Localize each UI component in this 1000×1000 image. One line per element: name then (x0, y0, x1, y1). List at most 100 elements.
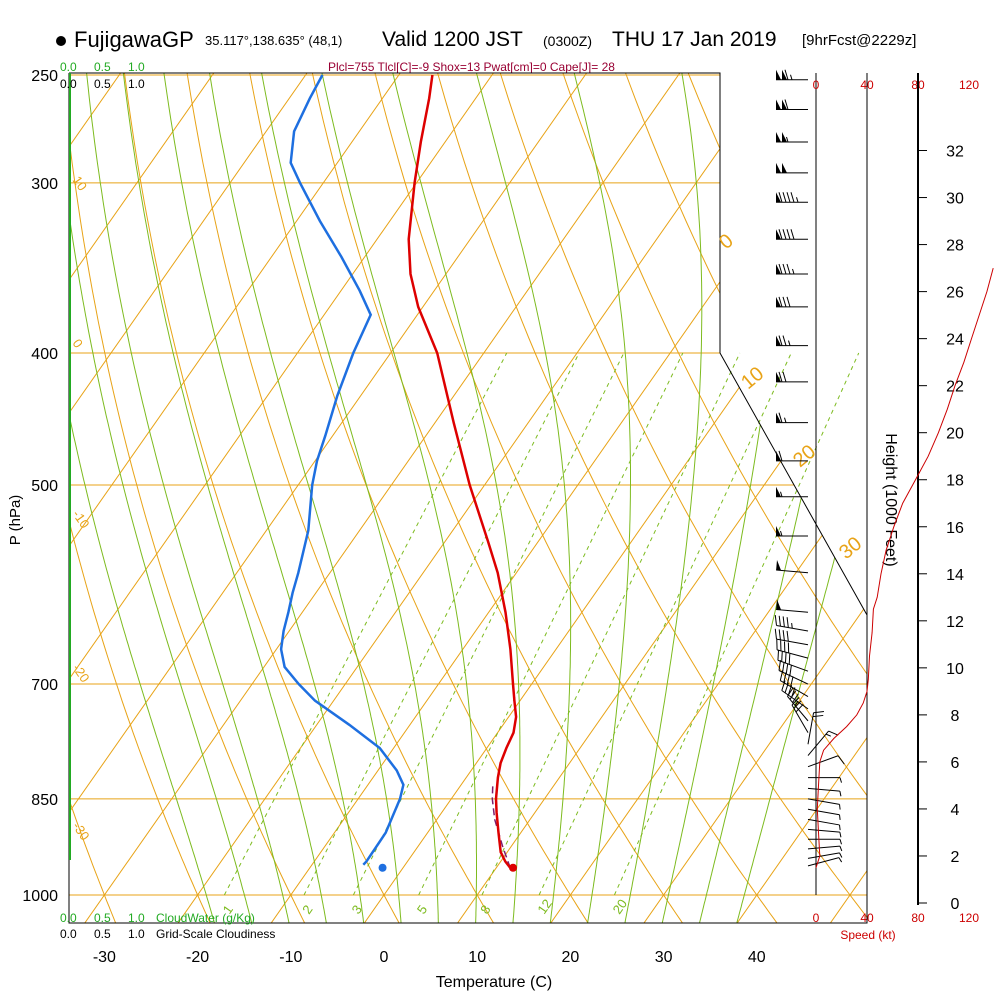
adiabat-label: 30 (835, 533, 866, 564)
wind-barb (776, 599, 809, 613)
isotherm (69, 73, 417, 923)
mixing-ratio-line (538, 352, 792, 896)
wind-barb (807, 711, 824, 745)
dry-adiabat (245, 73, 590, 923)
mixing-ratio-label: 12 (534, 896, 555, 916)
temperature-tick-label: 20 (562, 949, 580, 966)
speed-tick-bottom: 80 (911, 911, 925, 925)
moist-adiabat (624, 73, 703, 923)
temperature-tick-label: 30 (655, 949, 673, 966)
cloud-water-tick-bottom: 0.5 (94, 911, 111, 925)
wind-barb (776, 69, 808, 81)
wind-barb (808, 838, 842, 845)
cloudiness-tick-top: 1.0 (128, 77, 145, 91)
isotherm (549, 73, 867, 923)
wind-barb (776, 639, 809, 659)
height-tick-label: 12 (946, 614, 964, 631)
isotherm (83, 73, 696, 923)
moist-adiabat (83, 73, 290, 923)
isotherm (736, 73, 867, 923)
cloud-water-tick-top: 0.5 (94, 60, 111, 74)
isotherm-label: 10 (70, 173, 91, 193)
isotherm (270, 73, 867, 923)
dry-adiabat (121, 73, 401, 923)
cloudiness-tick-bottom: 0.0 (60, 927, 77, 941)
moist-adiabat (568, 73, 631, 923)
cloudiness-tick-top: 0.5 (94, 77, 111, 91)
isotherm (69, 73, 230, 923)
moist-adiabat (160, 73, 365, 923)
height-tick-label: 20 (946, 426, 964, 443)
temperature-tick-label: -30 (93, 949, 116, 966)
cloudiness-tick-bottom: 0.5 (94, 927, 111, 941)
wind-barb (807, 755, 845, 768)
isotherm-label: -10 (70, 507, 93, 531)
cloudiness-tick-top: 0.0 (60, 77, 77, 91)
speed-tick-top: 0 (813, 78, 820, 92)
mixing-ratio-label: 20 (610, 896, 631, 916)
wind-barb (776, 132, 808, 143)
wind-barb (776, 296, 808, 308)
surface-dewpoint-point (378, 863, 387, 872)
isotherm-label: 0 (70, 336, 86, 351)
temperature-tick-label: 0 (380, 949, 389, 966)
wind-barb (807, 852, 843, 859)
height-tick-label: 14 (946, 567, 964, 584)
wind-barb (774, 615, 809, 632)
valid-time: Valid 1200 JST (382, 28, 523, 51)
wind-barb (776, 335, 808, 347)
cloudiness-label: Grid-Scale Cloudiness (156, 927, 275, 941)
dry-adiabat (307, 73, 684, 923)
wind-barb (776, 229, 808, 240)
moist-adiabat (470, 73, 572, 923)
speed-axis-label: Speed (kt) (840, 928, 895, 942)
station-dot (56, 36, 66, 46)
height-tick-label: 16 (946, 520, 964, 537)
isotherm-label: -30 (70, 819, 93, 843)
height-tick-label: 24 (946, 332, 964, 349)
cloudiness-tick-bottom: 1.0 (128, 927, 145, 941)
wind-speed-line (815, 267, 994, 868)
wind-barb (807, 845, 843, 852)
moist-adiabat (316, 73, 477, 923)
temperature-line (407, 74, 518, 869)
mixing-ratio-label: 8 (477, 902, 493, 917)
isotherm (69, 73, 137, 923)
wind-barb (808, 777, 842, 783)
wind-barb (807, 808, 841, 821)
parcel-path (491, 784, 511, 869)
adiabat-label: 10 (737, 363, 768, 394)
mixing-ratio-lines: 1 2 3 5 8 12 20 (220, 352, 860, 917)
cloud-water-tick-top: 0.0 (60, 60, 77, 74)
pressure-tick-label: 300 (31, 176, 58, 193)
moist-adiabat (69, 73, 253, 923)
isotherm-label: -20 (70, 661, 93, 685)
temperature-tick-label: -10 (279, 949, 302, 966)
isotherm (363, 73, 867, 923)
cloud-water-label: CloudWater (g/Kg) (156, 911, 255, 925)
wind-barb (807, 828, 842, 838)
wind-barb (776, 263, 808, 275)
moist-adiabat (257, 73, 439, 923)
y-axis-label: P (hPa) (7, 495, 24, 546)
wind-barb (778, 660, 809, 685)
dry-adiabat (802, 73, 867, 923)
dry-adiabat (493, 73, 867, 923)
mixing-ratio-label: 2 (299, 902, 315, 917)
wind-barb (774, 628, 809, 646)
wind-barb (776, 192, 808, 203)
dry-adiabat (617, 73, 867, 923)
height-tick-label: 30 (946, 191, 964, 208)
isotherm (69, 73, 510, 923)
height-tick-label: 4 (951, 802, 960, 819)
station-name: FujigawaGP (74, 27, 194, 52)
stability-indices: Plcl=755 Tlcl[C]=-9 Shox=13 Pwat[cm]=0 C… (328, 60, 615, 74)
cloud-water-tick-top: 1.0 (128, 60, 145, 74)
speed-tick-top: 120 (959, 78, 979, 92)
height-tick-label: 18 (946, 473, 964, 490)
wind-barb (776, 450, 808, 462)
isotherm (176, 73, 789, 923)
wind-barb (776, 371, 808, 383)
isotherm (69, 73, 603, 923)
